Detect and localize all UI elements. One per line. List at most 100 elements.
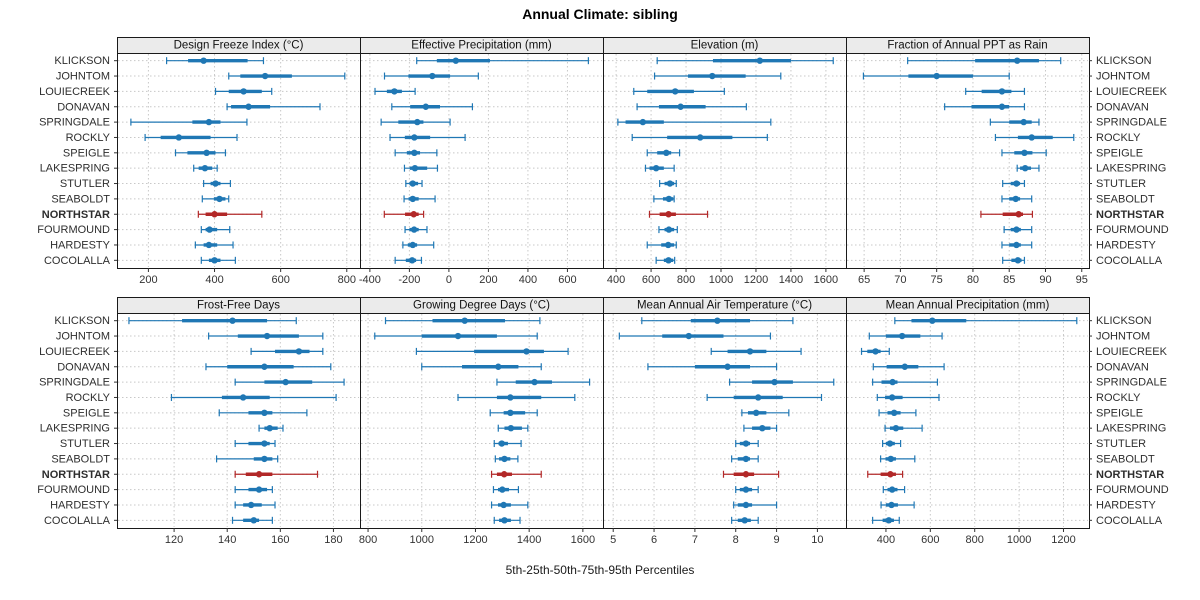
median-dot <box>212 180 219 187</box>
median-dot <box>672 88 679 95</box>
x-tick-label: 9 <box>774 534 780 546</box>
series-springdale <box>380 118 451 126</box>
station-label-right: STUTLER <box>1096 178 1146 190</box>
median-dot <box>501 455 508 463</box>
station-label-right: NORTHSTAR <box>1096 469 1164 481</box>
median-dot <box>888 486 896 493</box>
median-dot <box>1014 257 1022 264</box>
series-springdale <box>234 378 345 386</box>
series-seaboldt <box>201 195 230 203</box>
station-label-left: STUTLER <box>60 438 110 450</box>
series-rockly <box>706 393 823 401</box>
median-dot <box>666 180 674 187</box>
median-dot <box>461 317 468 324</box>
station-label-left: ROCKLY <box>66 132 111 144</box>
x-tick-label: 10 <box>811 534 823 546</box>
station-label-left: SEABOLDT <box>51 453 110 465</box>
series-donavan <box>421 363 542 371</box>
median-dot <box>498 440 505 447</box>
median-dot <box>889 378 896 386</box>
series-klickson <box>165 57 265 65</box>
x-tick-label: 160 <box>271 534 289 546</box>
x-tick-label: 1400 <box>517 534 541 546</box>
median-dot <box>652 164 660 172</box>
median-dot <box>261 440 268 447</box>
series-klickson <box>894 317 1078 325</box>
median-dot <box>886 440 894 447</box>
median-dot <box>501 517 508 524</box>
panel-title: Effective Precipitation (mm) <box>411 40 552 52</box>
series-donavan <box>226 103 321 111</box>
panel-plot-area <box>846 313 1090 529</box>
series-donavan <box>944 103 1026 111</box>
panel-plot-area <box>603 313 847 529</box>
median-dot <box>665 241 672 249</box>
median-dot <box>247 501 255 509</box>
station-label-right: STUTLER <box>1096 438 1146 450</box>
series-speigle <box>741 409 790 417</box>
median-dot <box>933 72 940 80</box>
series-northstar <box>648 210 709 218</box>
station-label-left: SPRINGDALE <box>39 117 110 129</box>
median-dot <box>888 394 896 401</box>
station-label-right: JOHNTOM <box>1096 71 1150 83</box>
series-donavan <box>872 363 945 371</box>
series-fourmound <box>735 486 759 494</box>
x-tick-label: 800 <box>359 534 377 546</box>
station-label-left: COCOLALLA <box>44 255 111 267</box>
median-dot <box>414 118 421 126</box>
x-tick-label: 1000 <box>709 274 733 286</box>
panel-title: Growing Degree Days (°C) <box>413 300 550 312</box>
median-dot <box>890 409 898 417</box>
figure-title: Annual Climate: sibling <box>522 6 678 22</box>
series-northstar <box>722 470 780 478</box>
station-label-left: KLICKSON <box>54 55 110 67</box>
x-tick-label: 90 <box>1039 274 1051 286</box>
median-dot <box>663 149 670 157</box>
series-northstar <box>867 470 904 478</box>
median-dot <box>295 348 303 355</box>
series-klickson <box>656 57 834 65</box>
series-stutler <box>234 440 276 448</box>
panel-title: Frost-Free Days <box>197 300 280 312</box>
series-klickson <box>384 317 541 325</box>
series-johntom <box>228 72 346 80</box>
series-stutler <box>1002 180 1026 188</box>
series-louiecreek <box>415 347 569 355</box>
series-hardesty <box>402 241 435 249</box>
median-dot <box>391 88 398 95</box>
station-label-right: LAKESPRING <box>1096 163 1166 175</box>
station-label-left: SPRINGDALE <box>39 377 110 389</box>
station-label-right: SPEIGLE <box>1096 147 1143 159</box>
median-dot <box>1013 241 1020 249</box>
panel-plot-area <box>360 313 604 529</box>
x-tick-label: 200 <box>139 274 157 286</box>
series-speigle <box>394 149 438 157</box>
median-dot <box>495 363 502 370</box>
median-dot <box>1020 118 1027 126</box>
station-label-right: KLICKSON <box>1096 55 1152 67</box>
median-dot <box>714 317 721 324</box>
median-dot <box>1021 164 1029 172</box>
station-label-right: SEABOLDT <box>1096 193 1155 205</box>
series-donavan <box>647 363 778 371</box>
series-fourmound <box>882 486 906 494</box>
series-louiecreek <box>965 87 1026 95</box>
series-seaboldt <box>1001 195 1033 203</box>
series-stutler <box>882 440 902 448</box>
station-label-left: JOHNTOM <box>56 71 110 83</box>
station-label-right: HARDESTY <box>1096 499 1157 511</box>
series-fourmound <box>404 226 428 234</box>
median-dot <box>523 348 530 355</box>
x-tick-label: 6 <box>651 534 657 546</box>
series-cocolalla <box>655 256 676 264</box>
x-tick-label: -400 <box>359 274 381 286</box>
median-dot <box>240 88 247 95</box>
median-dot <box>255 471 263 478</box>
series-lakespring <box>258 424 284 432</box>
series-seaboldt <box>731 455 759 463</box>
station-label-left: ROCKLY <box>66 392 111 404</box>
panel-title: Mean Annual Air Temperature (°C) <box>637 300 812 312</box>
station-label-left: SEABOLDT <box>51 193 110 205</box>
station-label-left: NORTHSTAR <box>42 469 110 481</box>
